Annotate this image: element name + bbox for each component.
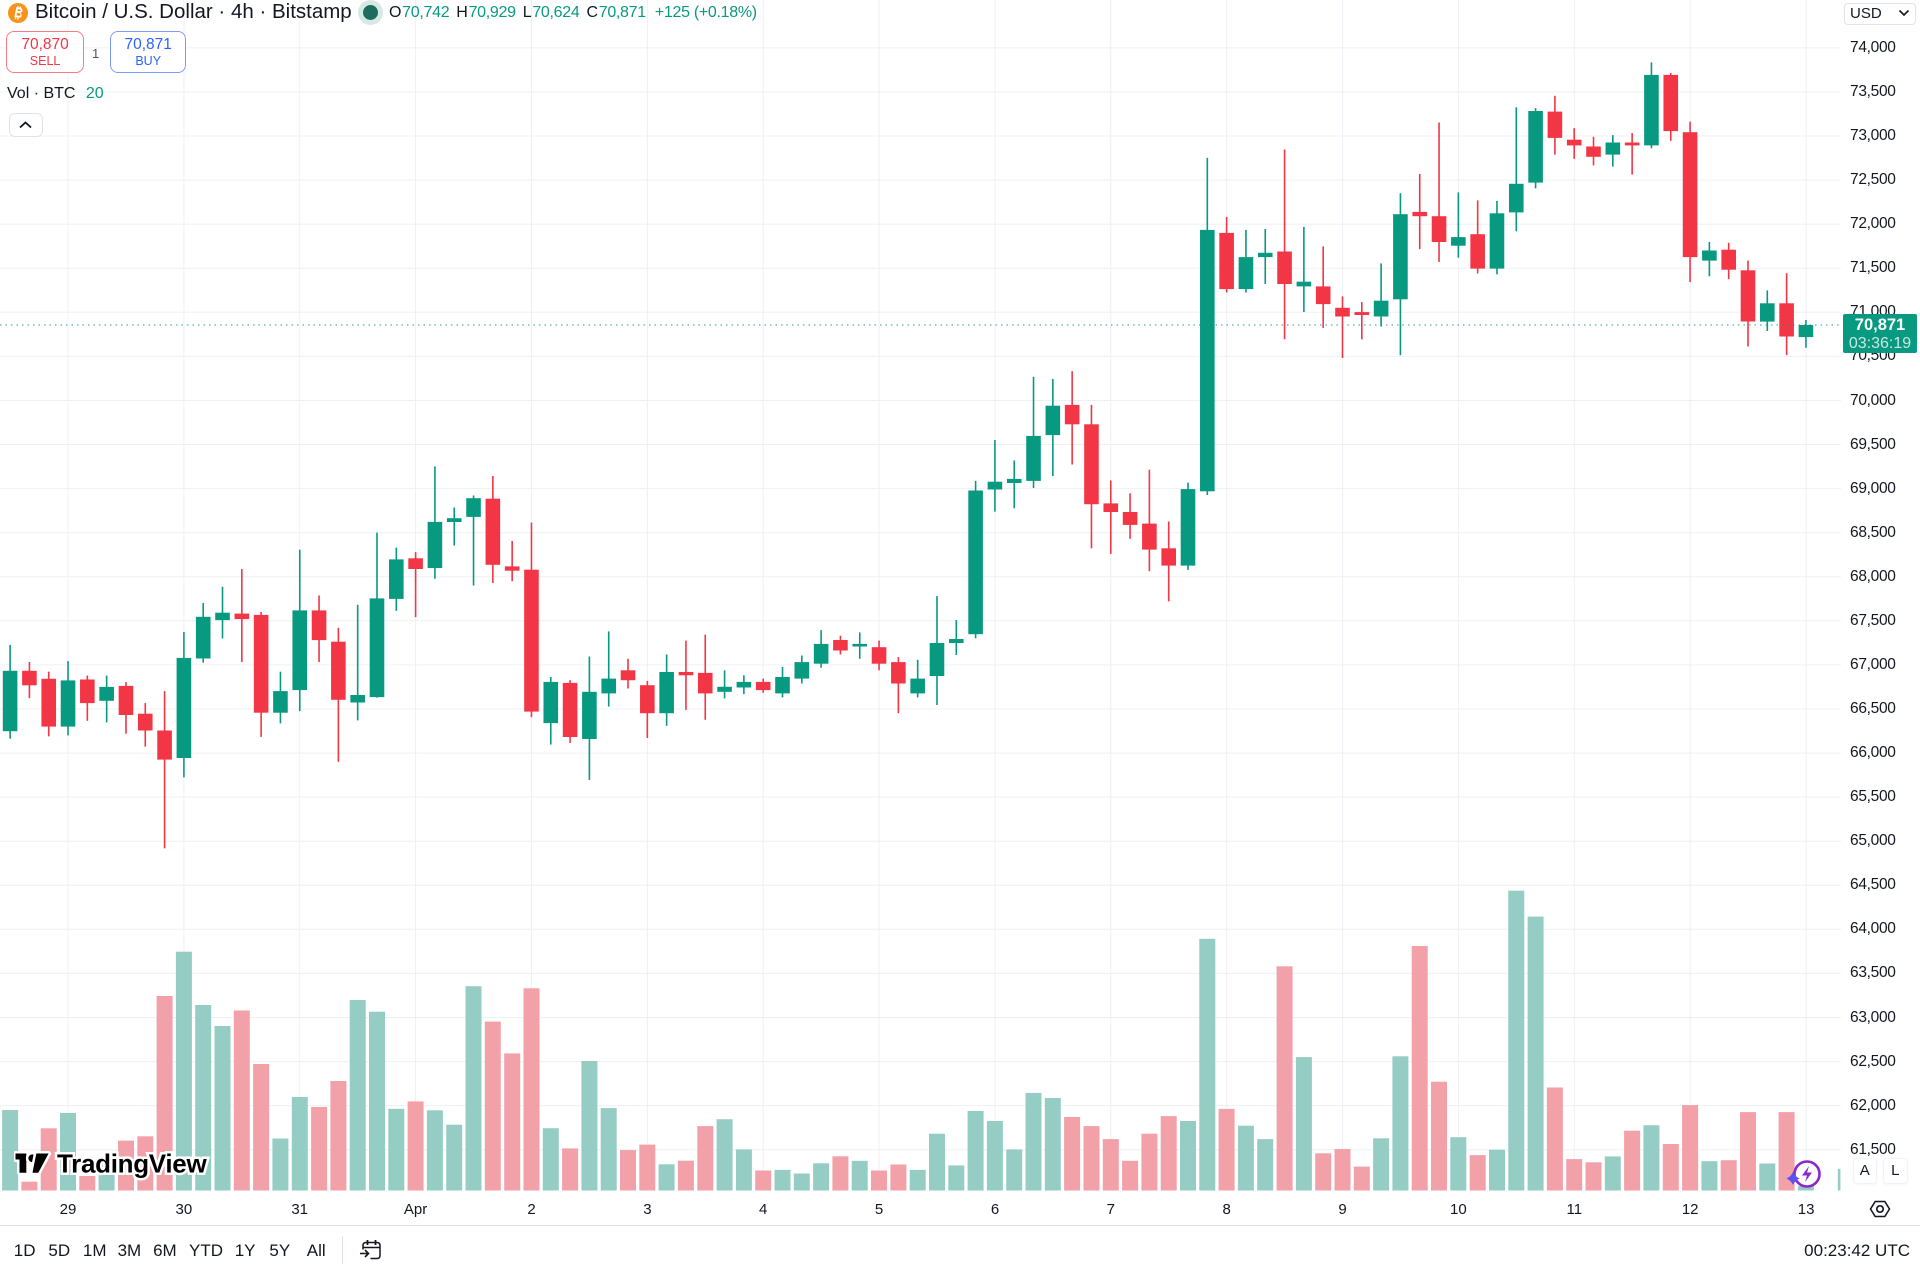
svg-text:TradingView: TradingView [57,1149,207,1179]
